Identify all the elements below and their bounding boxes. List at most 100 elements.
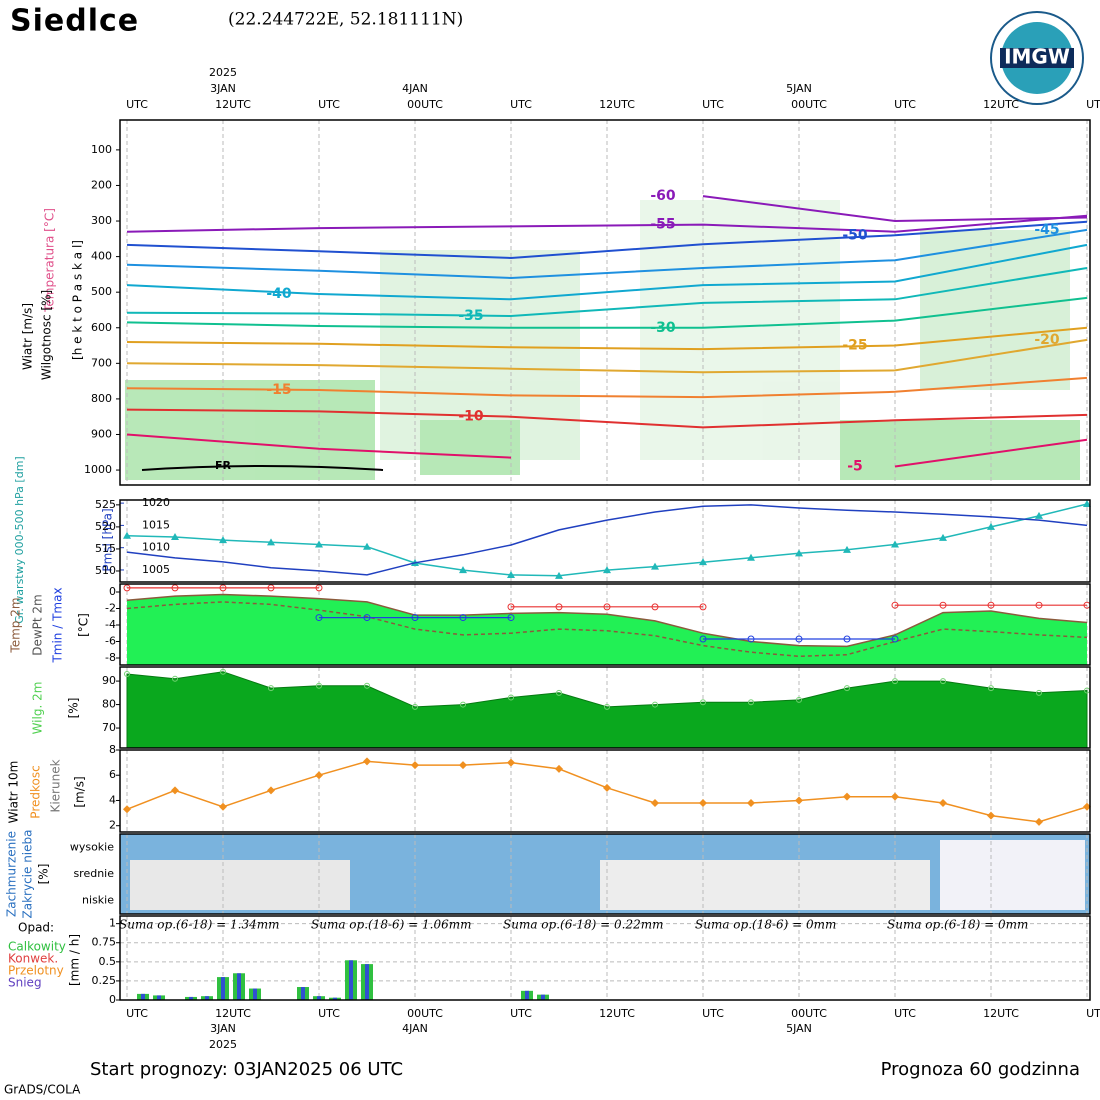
isotherm-label: -15 (266, 382, 291, 398)
cloud-background (120, 834, 1090, 914)
isotherm-label: -35 (458, 308, 483, 324)
tmin-marker (363, 614, 371, 622)
y-tick-label: 4 (109, 793, 116, 806)
isotherm (126, 433, 1088, 468)
tmax-marker (699, 603, 707, 611)
humidity-marker (892, 678, 898, 685)
series-marker (939, 798, 947, 807)
series-marker (459, 566, 467, 574)
y-tick-label: 0 (109, 585, 116, 598)
time-tick-label: 12UTC (983, 1007, 1019, 1020)
series-marker (939, 533, 947, 541)
humidity-marker (124, 671, 130, 678)
y-tick-label: 70 (102, 721, 116, 734)
precip-bar-inner (141, 993, 145, 1000)
cloud-level-label: niskie (82, 894, 114, 907)
precip-bar-inner (349, 960, 353, 1000)
series-marker (315, 540, 323, 548)
temperature-area (127, 594, 1087, 665)
series-marker (555, 764, 563, 773)
y-tick-label: 1 (109, 917, 116, 930)
humidity-marker (1036, 689, 1042, 696)
y-tick-label: 400 (91, 250, 112, 263)
legend-entry: Przelotny (8, 964, 64, 978)
humidity-marker (316, 682, 322, 689)
isotherm (126, 220, 1088, 260)
panel-frame (119, 666, 1091, 749)
temperature-line (126, 593, 1088, 648)
series-marker (123, 531, 131, 539)
tmin-marker (843, 635, 851, 643)
humidity-marker (172, 675, 178, 682)
tmax-marker (507, 603, 515, 611)
series-marker (603, 566, 611, 574)
year-label: 2025 (209, 1038, 237, 1051)
y2-tick-label: 1020 (142, 496, 170, 509)
isotherm (126, 267, 1088, 318)
tmin-line (319, 617, 895, 640)
humidity-marker (988, 685, 994, 692)
side-label: Temperatura [°C] (43, 208, 57, 313)
logo: IMGW (990, 11, 1084, 105)
panel-frame (119, 915, 1091, 1001)
precip-bar-inner (157, 995, 161, 1000)
tmax-marker (603, 603, 611, 611)
series-marker (315, 771, 323, 780)
precip-sum: Suma op.(18-6) = 1.06mm (311, 918, 472, 932)
tmax-marker (891, 601, 899, 609)
series-marker (123, 805, 131, 814)
panel-frame (119, 749, 1091, 833)
footer-start: Start prognozy: 03JAN2025 06 UTC (90, 1059, 403, 1080)
series-label: Tmin / Tmax (51, 587, 65, 663)
time-tick-label: UTC (1086, 1007, 1100, 1020)
time-tick-label: 12UTC (599, 98, 635, 111)
y-tick-label: -6 (105, 634, 116, 647)
precip-bar-inner (365, 964, 369, 1000)
y-tick-label: 500 (91, 285, 112, 298)
humidity-marker (604, 703, 610, 710)
tmax-marker (555, 603, 563, 611)
precip-sum: Suma op.(6-18) = 0.22mm (503, 918, 664, 932)
series-marker (267, 538, 275, 546)
y-tick-label: 525 (95, 498, 116, 511)
panel-title: Opad: (18, 921, 54, 935)
precip-bar-inner (301, 987, 305, 1000)
tmax-marker (267, 584, 275, 592)
tmax-marker (171, 584, 179, 592)
y-tick-label: 0 (109, 993, 116, 1006)
series-marker (795, 549, 803, 557)
panel-title: Wiatr 10m (7, 761, 21, 824)
panel-frame (119, 583, 1091, 666)
time-tick-label: UTC (1086, 98, 1100, 111)
tmin-marker (699, 635, 707, 643)
series-label: Pmsl [hPa] (101, 508, 115, 571)
series-marker (747, 798, 755, 807)
humidity-marker (700, 699, 706, 706)
time-tick-label: 12UTC (983, 98, 1019, 111)
time-tick-label: UTC (318, 1007, 340, 1020)
series-marker (555, 571, 563, 579)
y-tick-label: -4 (105, 618, 116, 631)
y2-tick-label: 1015 (142, 518, 170, 531)
series-marker (987, 522, 995, 530)
tmax-line (127, 587, 1087, 608)
axis-label: [h e k t o P a s k a l] (71, 240, 85, 360)
isotherm-label: -40 (266, 286, 292, 302)
y-tick-label: -8 (105, 651, 116, 664)
coords: (22.244722E, 52.181111N) (228, 10, 463, 30)
series-marker (891, 540, 899, 548)
series-marker (843, 792, 851, 801)
series-marker (843, 545, 851, 553)
temperature-line (126, 601, 1088, 658)
cloud-level-label: wysokie (70, 840, 114, 853)
tmax-marker (315, 584, 323, 592)
series-marker (219, 802, 227, 811)
series-label: DewPt 2m (31, 594, 45, 656)
isotherm-label: -55 (650, 217, 675, 233)
y2-tick-label: 1010 (142, 541, 170, 554)
humidity-marker (268, 685, 274, 692)
time-tick-label: UTC (510, 98, 532, 111)
title: Siedlce (10, 4, 139, 39)
panel-frame (119, 499, 1091, 583)
y2-tick-label: 1005 (142, 563, 170, 576)
